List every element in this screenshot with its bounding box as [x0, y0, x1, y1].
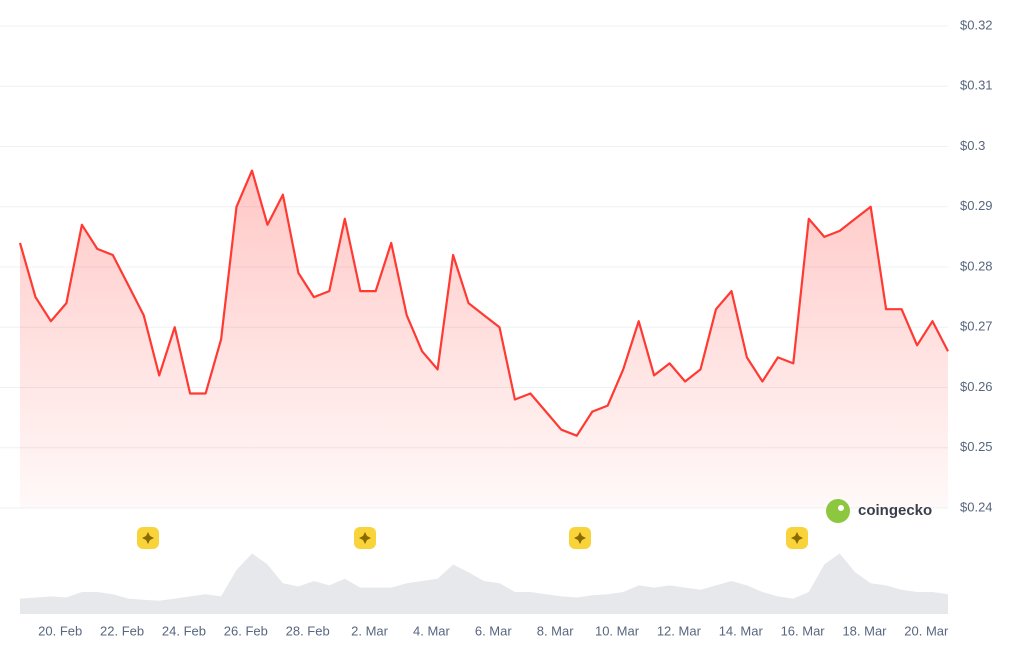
y-tick-label: $0.28	[960, 258, 993, 273]
x-tick-label: 8. Mar	[537, 623, 575, 638]
x-tick-label: 2. Mar	[351, 623, 389, 638]
x-tick-label: 24. Feb	[162, 623, 206, 638]
x-tick-label: 4. Mar	[413, 623, 451, 638]
y-tick-label: $0.27	[960, 319, 993, 334]
x-tick-label: 12. Mar	[657, 623, 702, 638]
y-tick-label: $0.31	[960, 78, 993, 93]
watermark: coingecko	[858, 502, 932, 519]
y-tick-label: $0.3	[960, 138, 985, 153]
y-tick-label: $0.25	[960, 439, 993, 454]
x-tick-label: 20. Feb	[38, 623, 82, 638]
y-tick-label: $0.26	[960, 379, 993, 394]
x-tick-label: 6. Mar	[475, 623, 513, 638]
price-line	[18, 169, 949, 437]
volume-area	[20, 553, 948, 614]
price-area	[20, 170, 948, 508]
y-tick-label: $0.24	[960, 499, 993, 514]
x-tick-label: 16. Mar	[781, 623, 826, 638]
plot: $0.24 $0.25 $0.26 $0.27 $0.28 $0.29 $0.3 $0.31 $…	[0, 17, 993, 638]
y-tick-label: $0.32	[960, 17, 993, 32]
x-tick-label: 28. Feb	[286, 623, 330, 638]
x-tick-label: 26. Feb	[224, 623, 268, 638]
logo: coingecko	[826, 499, 932, 523]
x-tick-label: 18. Mar	[842, 623, 887, 638]
y-tick-label: $0.29	[960, 198, 993, 213]
x-tick-label: 14. Mar	[719, 623, 764, 638]
event-markers	[137, 527, 808, 549]
x-tick-label: 20. Mar	[904, 623, 949, 638]
x-tick-label: 22. Feb	[100, 623, 144, 638]
x-tick-label: 10. Mar	[595, 623, 640, 638]
